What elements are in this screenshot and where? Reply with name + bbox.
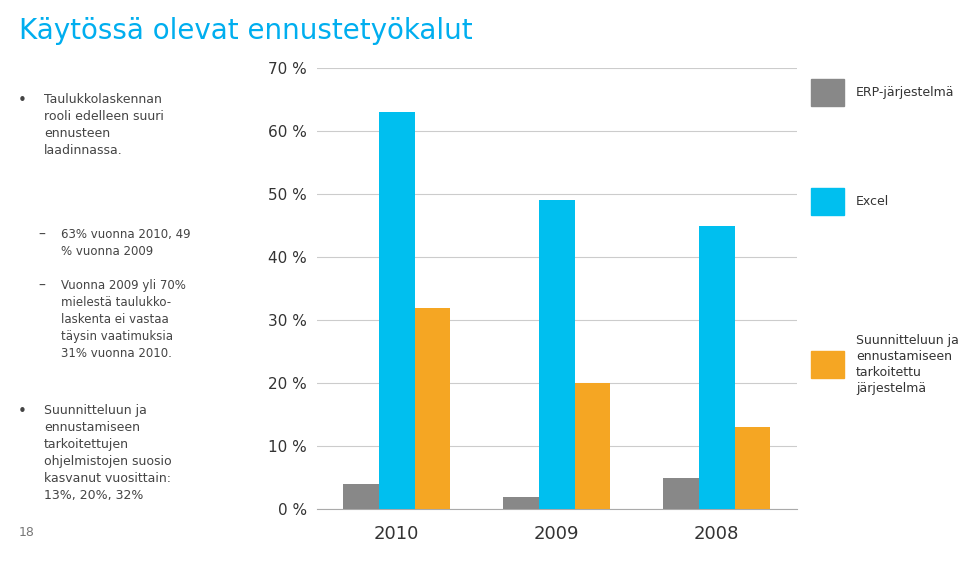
Bar [734,427,770,509]
Text: ERP-järjestelmä: ERP-järjestelmä [855,87,954,99]
FancyBboxPatch shape [811,351,844,378]
Text: basware: basware [841,531,930,550]
Text: Taulukkolaskennan
rooli edelleen suuri
ennusteen
laadinnassa.: Taulukkolaskennan rooli edelleen suuri e… [44,93,164,157]
Text: •: • [18,93,27,108]
Text: –: – [38,279,45,293]
Text: •: • [18,404,27,419]
Bar [503,497,539,509]
Text: 18: 18 [18,526,35,539]
Text: Vuonna 2009 yli 70%
mielestä taulukko-
laskenta ei vastaa
täysin vaatimuksia
31%: Vuonna 2009 yli 70% mielestä taulukko- l… [61,279,186,360]
Bar [539,200,575,509]
Bar [575,383,611,509]
Bar [344,484,379,509]
Text: Suunnitteluun ja
ennustamiseen
tarkoitettujen
ohjelmistojen suosio
kasvanut vuos: Suunnitteluun ja ennustamiseen tarkoitet… [44,404,172,502]
Text: 63% vuonna 2010, 49
% vuonna 2009: 63% vuonna 2010, 49 % vuonna 2009 [61,228,191,258]
FancyBboxPatch shape [811,79,844,106]
Text: Käytössä olevat ennustetyökalut: Käytössä olevat ennustetyökalut [19,17,473,45]
Text: –: – [38,228,45,242]
Bar [379,112,415,509]
FancyBboxPatch shape [811,188,844,215]
Bar [415,307,450,509]
Text: Excel: Excel [855,195,889,208]
Bar [699,226,734,509]
Text: Suunnitteluun ja
ennustamiseen
tarkoitettu
järjestelmä: Suunnitteluun ja ennustamiseen tarkoitet… [855,334,959,395]
Bar [663,478,699,509]
